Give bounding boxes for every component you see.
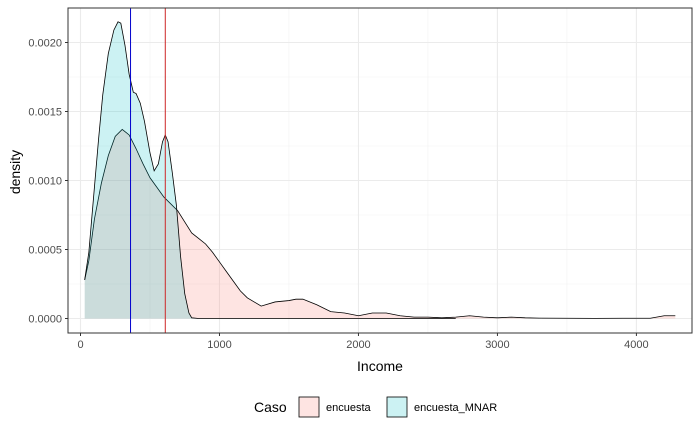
reference-lines [130, 8, 166, 333]
x-tick-label: 4000 [624, 339, 648, 351]
x-tick-label: 0 [77, 339, 83, 351]
x-axis-ticks: 0 1000 2000 3000 4000 [77, 333, 649, 351]
minor-gridlines [68, 8, 692, 333]
density-areas [84, 21, 676, 319]
legend-key [298, 396, 320, 418]
y-axis-title: density [7, 150, 23, 194]
legend: Caso encuesta encuesta_MNAR [254, 396, 497, 418]
legend-title: Caso [254, 399, 287, 415]
legend-label: encuesta_MNAR [414, 402, 497, 414]
density-line-encuesta [84, 128, 676, 319]
legend-key-bg [386, 396, 408, 418]
y-axis-ticks: 0.0000 0.0005 0.0010 0.0015 0.0020 [28, 38, 68, 326]
density-area-encuesta [84, 129, 676, 319]
x-tick-label: 2000 [346, 339, 370, 351]
x-tick-label: 3000 [485, 339, 509, 351]
panel-border [67, 7, 693, 334]
y-tick-label: 0.0000 [28, 314, 62, 326]
density-area-encuesta-mnar [84, 21, 456, 319]
density-line-encuesta-mnar [84, 21, 456, 319]
y-tick-label: 0.0015 [28, 107, 62, 119]
legend-key [386, 396, 408, 418]
legend-label: encuesta [326, 402, 372, 414]
y-tick-label: 0.0020 [28, 38, 62, 50]
legend-key-bg [298, 396, 320, 418]
x-axis-title: Income [357, 358, 403, 374]
x-tick-label: 1000 [207, 339, 231, 351]
y-tick-label: 0.0010 [28, 176, 62, 188]
y-tick-label: 0.0005 [28, 245, 62, 257]
